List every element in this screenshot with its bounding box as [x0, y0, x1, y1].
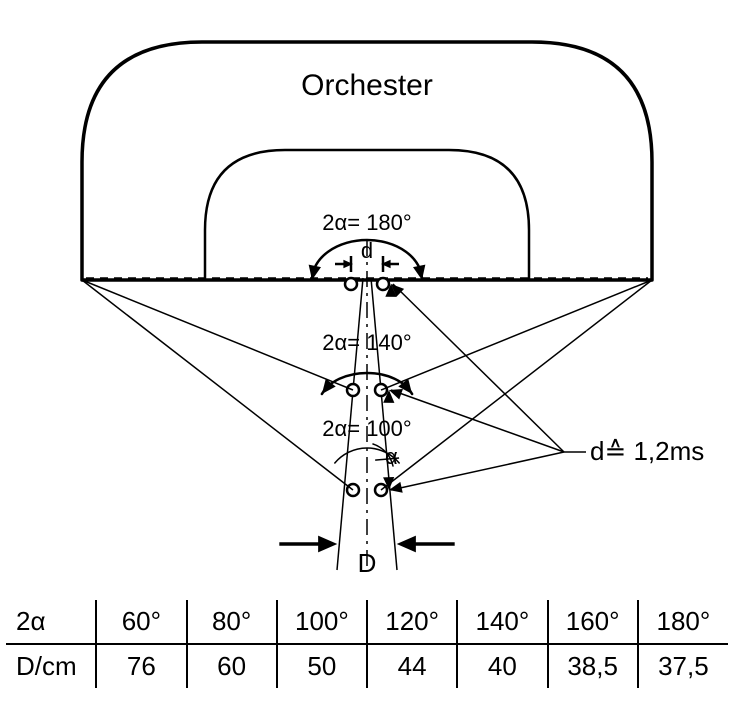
- svg-text:d: d: [361, 238, 373, 263]
- angle-distance-table: 2α 60° 80° 100° 120° 140° 160° 180° D/cm…: [6, 600, 728, 688]
- svg-text:α: α: [385, 444, 398, 469]
- cell-D-2: 50: [277, 644, 367, 688]
- cell-alpha-0: 60°: [96, 600, 186, 644]
- svg-text:d≙ 1,2ms: d≙ 1,2ms: [590, 436, 704, 466]
- cell-alpha-5: 160°: [548, 600, 638, 644]
- cell-D-3: 44: [367, 644, 457, 688]
- cell-D-5: 38,5: [548, 644, 638, 688]
- svg-text:2α= 140°: 2α= 140°: [322, 330, 411, 355]
- row-header-D: D/cm: [6, 644, 96, 688]
- cell-alpha-4: 140°: [457, 600, 547, 644]
- orchestra-diagram: Orchester 2α= 180° 2α= 140° 2α= 100° α d Dd≙ 1…: [0, 0, 734, 590]
- table-row: D/cm 76 60 50 44 40 38,5 37,5: [6, 644, 728, 688]
- cell-D-6: 37,5: [638, 644, 728, 688]
- table-row: 2α 60° 80° 100° 120° 140° 160° 180°: [6, 600, 728, 644]
- cell-D-1: 60: [187, 644, 277, 688]
- cell-alpha-1: 80°: [187, 600, 277, 644]
- cell-alpha-3: 120°: [367, 600, 457, 644]
- cell-alpha-6: 180°: [638, 600, 728, 644]
- svg-text:D: D: [358, 548, 377, 578]
- angle-distance-table-wrap: 2α 60° 80° 100° 120° 140° 160° 180° D/cm…: [0, 590, 734, 702]
- svg-text:2α= 100°: 2α= 100°: [322, 416, 411, 441]
- cell-D-4: 40: [457, 644, 547, 688]
- cell-alpha-2: 100°: [277, 600, 367, 644]
- svg-text:2α= 180°: 2α= 180°: [322, 210, 411, 235]
- svg-text:Orchester: Orchester: [301, 69, 433, 102]
- cell-D-0: 76: [96, 644, 186, 688]
- row-header-alpha: 2α: [6, 600, 96, 644]
